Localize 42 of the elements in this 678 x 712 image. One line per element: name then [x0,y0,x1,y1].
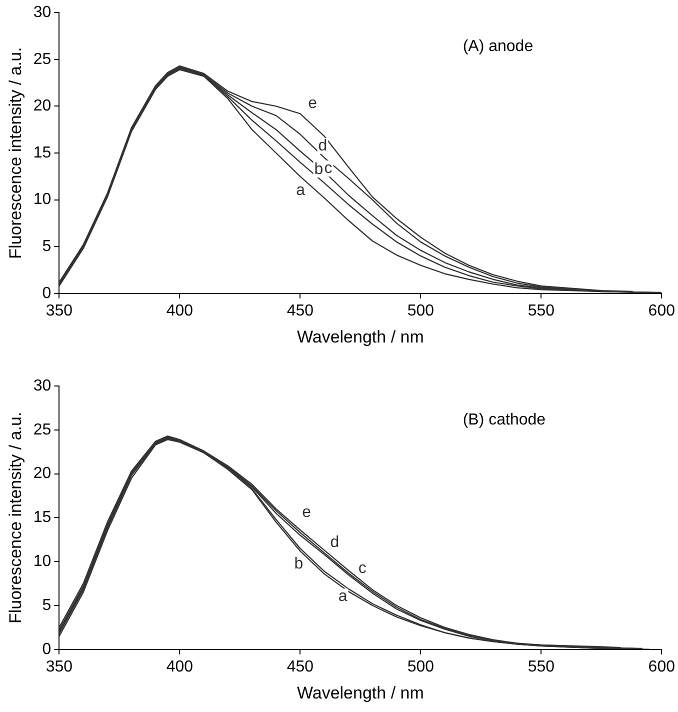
y-tick-label: 15 [33,509,52,526]
y-tick-label: 5 [42,238,52,256]
y-tick-label: 5 [42,596,52,614]
y-tick-label: 20 [33,98,52,115]
series-label: a [296,182,306,199]
y-tick-label: 25 [33,50,52,68]
x-tick-label: 450 [286,302,314,320]
y-tick-label: 15 [33,144,52,162]
y-tick-label: 30 [33,377,52,394]
series-label: c [358,560,366,578]
y-axis-title: Fluorescence intensity / a.u. [6,412,25,624]
series-label: b [314,160,324,178]
series-label: e [302,504,312,522]
x-tick-label: 550 [528,658,555,676]
x-tick-label: 600 [648,302,676,320]
y-tick-label: 0 [42,640,52,658]
y-tick-label: 20 [33,465,52,482]
x-tick-label: 600 [648,658,676,676]
x-tick-label: 350 [46,658,73,676]
series-label: e [308,95,318,112]
x-axis-title: Wavelength / nm [296,683,424,702]
text: (B) cathode [462,411,546,428]
y-axis-title: Fluorescence intensity / a.u. [6,47,25,259]
x-tick-label: 550 [528,302,555,320]
y-tick-label: 25 [33,421,52,438]
x-tick-label: 400 [166,302,194,320]
x-tick-label: 500 [407,658,434,676]
x-tick-label: 500 [407,302,434,320]
x-axis-title: Wavelength / nm [296,327,424,346]
series-label: b [294,556,304,573]
text: (A) anode [462,38,534,56]
x-tick-label: 400 [166,658,194,676]
y-tick-label: 10 [33,553,52,570]
y-tick-label: 0 [42,284,52,302]
series-label: d [330,534,340,552]
series-label: c [324,160,332,177]
x-tick-label: 350 [46,302,73,320]
y-tick-label: 30 [33,4,52,22]
y-tick-label: 10 [33,191,52,208]
x-tick-label: 450 [286,658,314,676]
series-label: d [318,137,328,154]
series-label: a [338,588,348,606]
